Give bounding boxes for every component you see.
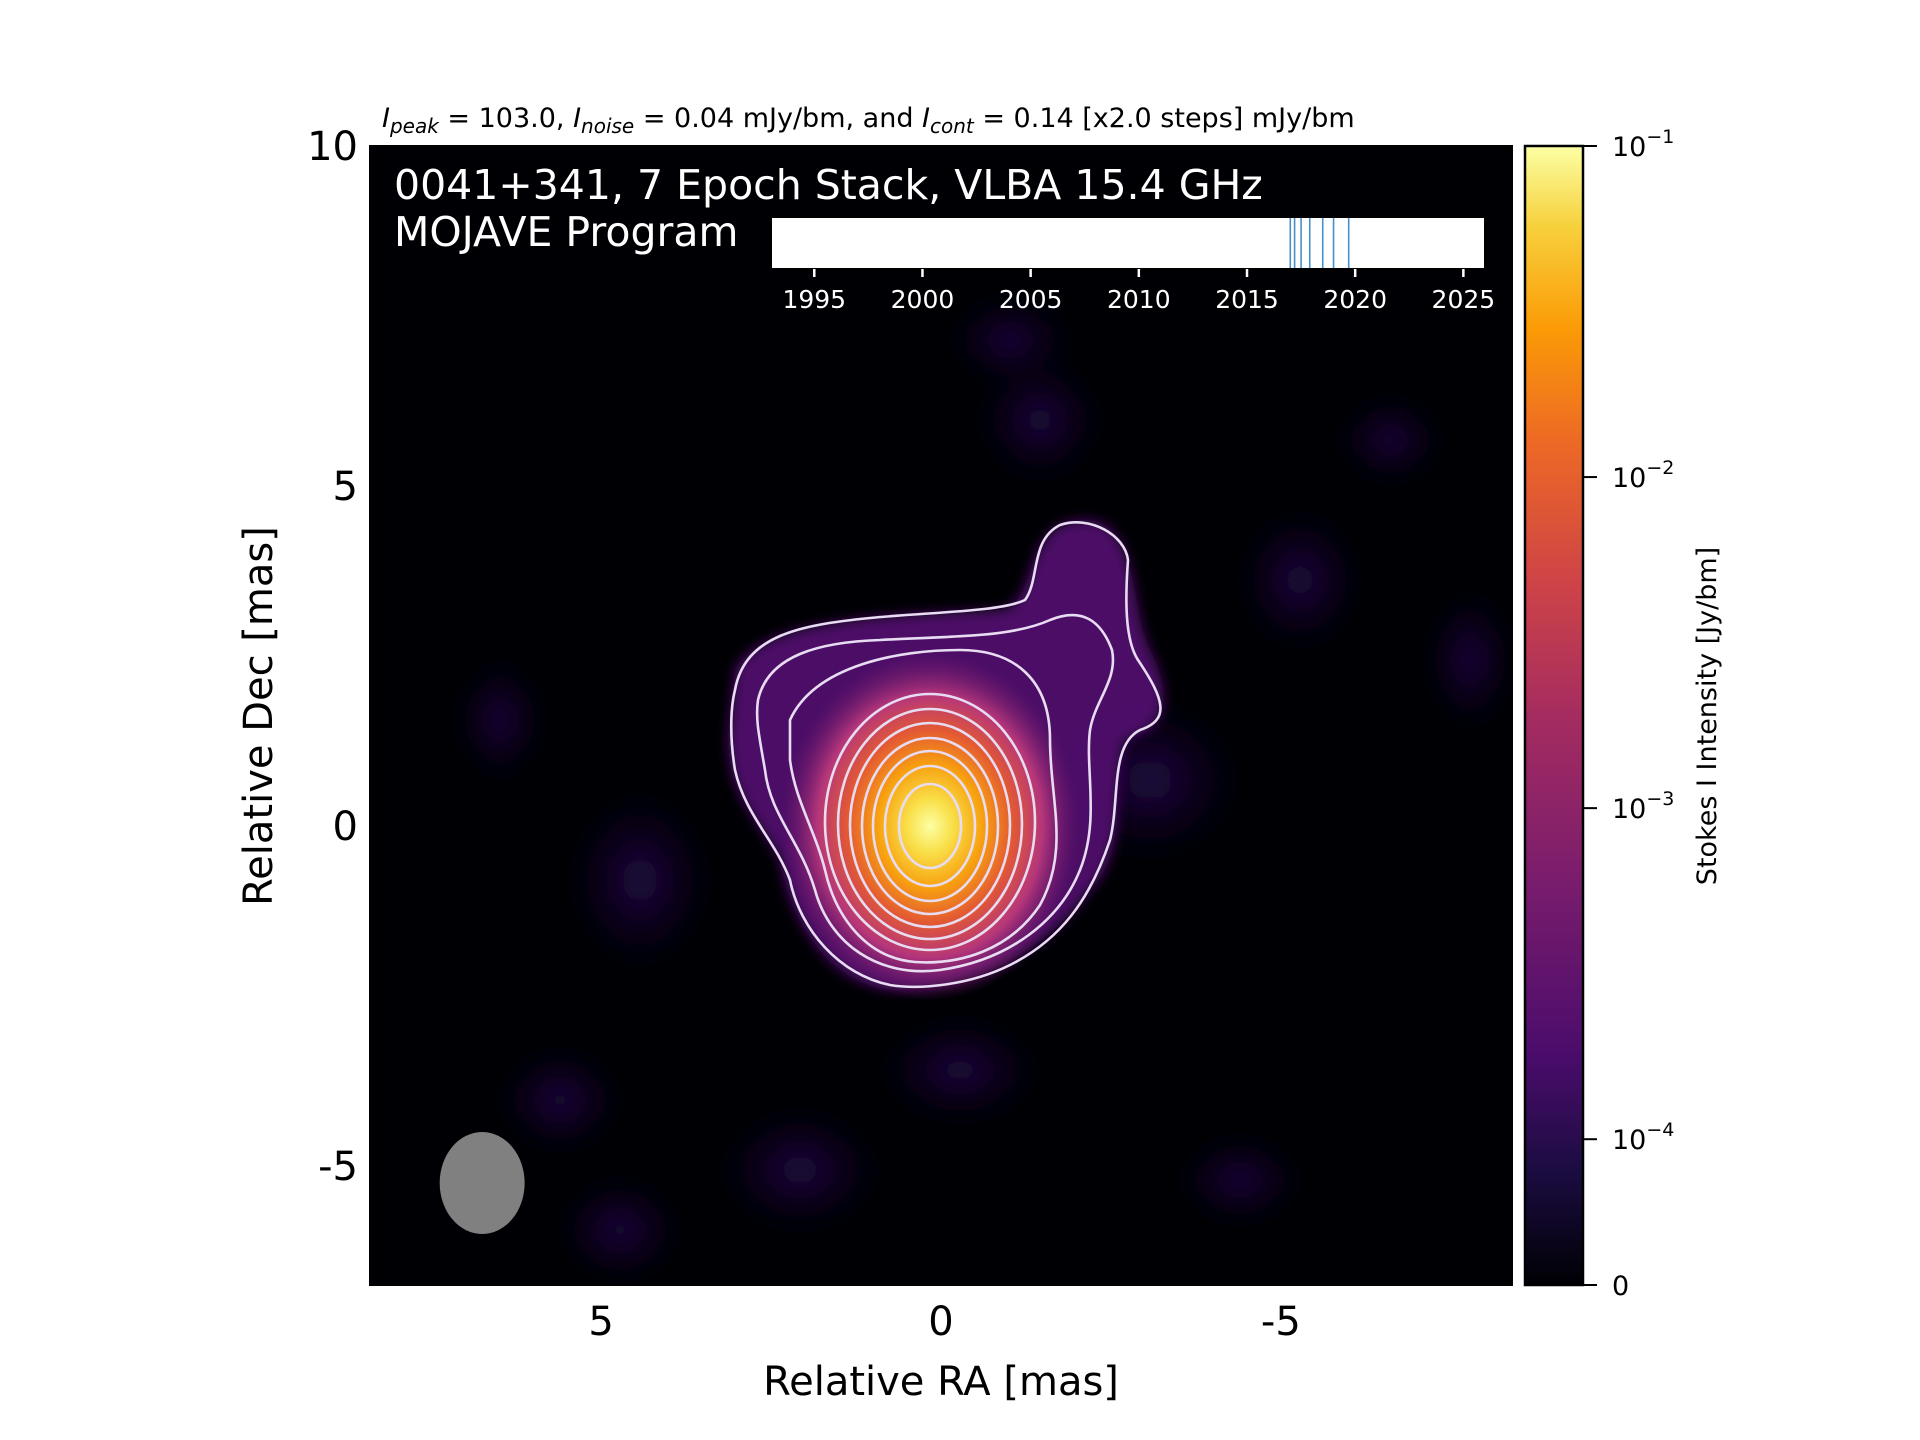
- timeline-tick-label: 2025: [1432, 285, 1496, 314]
- contour-level-8: [871, 749, 989, 903]
- colorbar-tick-base: 10: [1612, 794, 1646, 825]
- diffuse-blob: [980, 360, 1100, 480]
- diffuse-blob: [1180, 1140, 1300, 1220]
- colorbar-tick-base: 10: [1612, 463, 1646, 494]
- colorbar-tick-exponent: −4: [1646, 1119, 1674, 1141]
- colorbar-tick-label: 10−1: [1612, 126, 1674, 163]
- diffuse-blob: [460, 660, 540, 780]
- colorbar-tick-exponent: −1: [1646, 126, 1674, 148]
- colorbar-tick-base: 10: [1612, 132, 1646, 163]
- colorbar-tick-label: 0: [1612, 1271, 1629, 1302]
- x-tick-label: -5: [1261, 1299, 1301, 1345]
- contour-level-1: [729, 521, 1162, 989]
- colorbar-frame: [1523, 144, 1585, 1287]
- epoch-timeline: 1995 2000 2005 2010 2015 2020 2025: [770, 216, 1495, 314]
- colorbar-tick-label: 10−4: [1612, 1119, 1674, 1156]
- header-text: cont: [930, 114, 975, 138]
- header-text: = 0.14 [x2.0 steps] mJy/bm: [974, 103, 1355, 134]
- y-tick-label: -5: [318, 1144, 358, 1190]
- x-tick-label: 5: [588, 1299, 613, 1345]
- contour-level-5: [836, 707, 1024, 941]
- header-text: I: [922, 103, 930, 134]
- colorbar-tick-label: 10−3: [1612, 788, 1674, 825]
- figure-header: Ipeak = 103.0, Inoise = 0.04 mJy/bm, and…: [382, 103, 1355, 138]
- header-text: = 0.04 mJy/bm, and: [634, 103, 922, 134]
- contour-level-4: [823, 692, 1037, 952]
- x-axis-label: Relative RA [mas]: [763, 1359, 1119, 1405]
- contour-level-7: [860, 736, 1000, 916]
- diffuse-blob: [500, 1050, 620, 1150]
- header-text: I: [382, 103, 390, 134]
- contour-level-3: [788, 648, 1058, 964]
- y-tick-label: 10: [307, 124, 358, 170]
- timeline-tick-label: 2005: [999, 285, 1063, 314]
- colorbar-tick-exponent: −3: [1646, 788, 1674, 810]
- timeline-epochs: [1289, 218, 1350, 268]
- diffuse-blob: [1240, 510, 1360, 650]
- y-tick-label: 5: [333, 464, 358, 510]
- y-ticks: 10 5 0 -5: [307, 124, 382, 1190]
- colorbar-fill: [1525, 146, 1583, 1285]
- contour-lines: [729, 521, 1162, 989]
- timeline-tick-label: 2010: [1107, 285, 1171, 314]
- diffuse-blob: [720, 1110, 880, 1230]
- header-text: peak: [389, 114, 440, 138]
- overlay-title: 0041+341, 7 Epoch Stack, VLBA 15.4 GHz: [394, 161, 1263, 209]
- contour-level-6: [848, 721, 1012, 929]
- timeline-tick-label: 2015: [1215, 285, 1279, 314]
- diffuse-blob: [950, 300, 1070, 380]
- overlay-subtitle: MOJAVE Program: [394, 208, 738, 256]
- timeline-ticks: 1995 2000 2005 2010 2015 2020 2025: [782, 269, 1495, 314]
- colorbar-label: Stokes I Intensity [Jy/bm]: [1692, 547, 1723, 885]
- y-axis-label: Relative Dec [mas]: [236, 526, 282, 906]
- contour-level-9: [883, 764, 977, 888]
- header-text: I: [573, 103, 581, 134]
- diffuse-emission: [460, 300, 1510, 1280]
- beam-ellipse: [439, 1132, 525, 1234]
- emission-map: [439, 300, 1510, 1280]
- contour-level-2: [755, 613, 1115, 973]
- diffuse-blob: [560, 1180, 680, 1280]
- diffuse-blob: [1340, 400, 1440, 480]
- colorbar: 10−110−210−310−40 Stokes I Intensity [Jy…: [1523, 126, 1723, 1302]
- colorbar-ticks: 10−110−210−310−40: [1583, 126, 1674, 1302]
- contour-level-10: [897, 782, 963, 870]
- diffuse-blob: [1430, 590, 1510, 730]
- colorbar-tick-label: 10−2: [1612, 457, 1674, 494]
- timeline-tick-label: 1995: [782, 285, 846, 314]
- colorbar-tick-exponent: −2: [1646, 457, 1674, 479]
- header-text: = 103.0,: [439, 103, 573, 134]
- timeline-box: [770, 216, 1486, 270]
- header-text: noise: [581, 114, 634, 138]
- colorbar-tick-base: 0: [1612, 1271, 1629, 1302]
- timeline-tick-label: 2020: [1323, 285, 1387, 314]
- x-ticks: 5 0 -5: [588, 1273, 1301, 1345]
- x-tick-label: 0: [928, 1299, 953, 1345]
- diffuse-blob: [880, 1020, 1040, 1120]
- diffuse-blob: [570, 790, 710, 970]
- image-panel: 5 0 -5 10 5 0 -5 Relative RA [mas] Relative D…: [236, 124, 1513, 1405]
- y-tick-label: 0: [333, 804, 358, 850]
- timeline-tick-label: 2000: [891, 285, 955, 314]
- colorbar-tick-base: 10: [1612, 1125, 1646, 1156]
